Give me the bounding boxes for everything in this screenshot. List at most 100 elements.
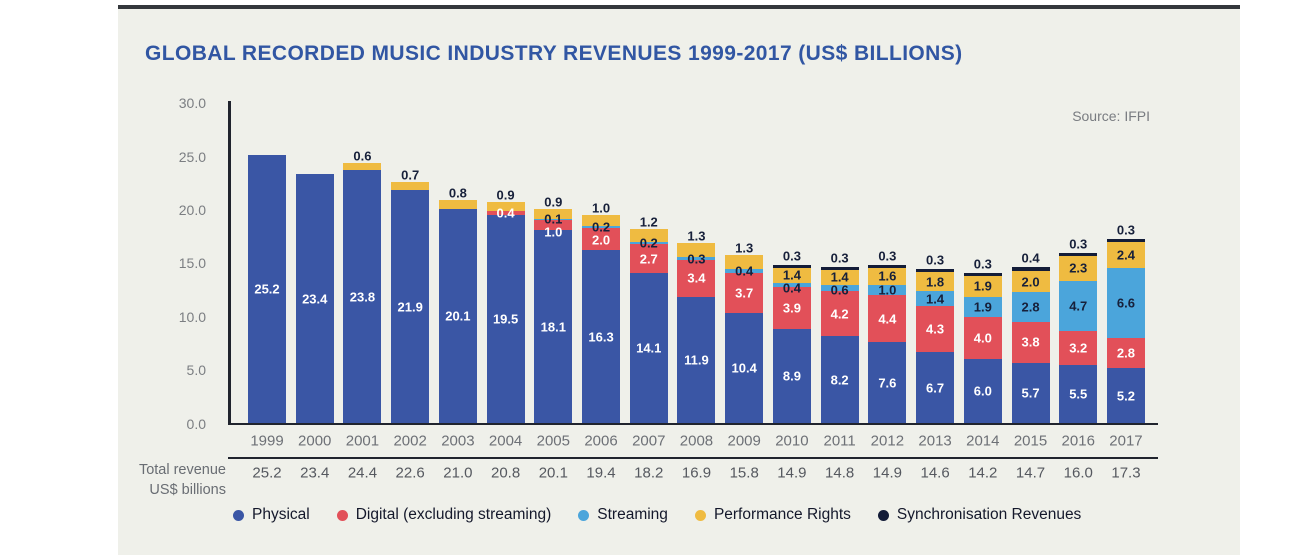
bar-segment-performance-rights-2017 [1106, 242, 1145, 268]
segment-value-label: 0.8 [448, 185, 467, 201]
total-value: 16.0 [1063, 464, 1093, 482]
x-tick-label: 2008 [679, 432, 714, 450]
segment-value-label: 0.3 [830, 250, 849, 266]
x-tick-label: 2009 [727, 432, 761, 450]
legend-item-performance-rights: Performance Rights [694, 506, 851, 524]
segment-value-label: 1.0 [878, 282, 897, 298]
segment-value-label: 2.4 [1116, 247, 1135, 263]
legend-item-label: Streaming [597, 506, 668, 523]
legend-item-label: Physical [252, 506, 310, 523]
segment-value-label: 0.6 [830, 282, 849, 298]
bar-segment-performance-rights-2005 [534, 209, 573, 219]
total-value: 18.2 [634, 464, 664, 482]
bar-segment-performance-rights-2003 [438, 200, 477, 210]
bar-segment-physical-2005 [534, 230, 573, 424]
legend-color-dot-icon [336, 509, 348, 521]
legend-item-label: Synchronisation Revenues [896, 506, 1082, 523]
bar-segment-digital-excluding-streaming-2012 [868, 295, 907, 343]
segment-value-label: 0.9 [544, 194, 563, 210]
bar-segment-synchronisation-revenues-2012 [868, 264, 907, 268]
bar-segment-streaming-2012 [868, 284, 907, 296]
bar-segment-performance-rights-2006 [582, 215, 621, 227]
x-tick-label: 2013 [918, 432, 952, 450]
bar-segment-physical-2004 [486, 215, 525, 424]
x-tick-label: 2016 [1061, 432, 1095, 450]
bar-segment-digital-excluding-streaming-2005 [534, 219, 573, 231]
segment-value-label: 1.9 [973, 278, 992, 294]
segment-value-label: 3.7 [735, 285, 754, 301]
segment-value-label: 2.0 [591, 232, 611, 248]
legend-item-digital-excluding-streaming: Digital (excluding streaming) [336, 506, 551, 524]
y-tick-label: 0.0 [186, 415, 206, 432]
total-value: 25.2 [252, 464, 282, 482]
segment-value-label: 5.2 [1116, 388, 1135, 404]
segment-value-label: 8.2 [830, 372, 849, 388]
segment-value-label: 0.3 [782, 248, 801, 264]
total-revenue-axis-label: Total revenue US$ billions [100, 461, 226, 500]
x-axis-line [228, 422, 1158, 425]
x-tick-label: 1999 [250, 432, 284, 450]
bar-segment-streaming-2011 [820, 284, 859, 292]
bar-segment-streaming-2015 [1011, 292, 1050, 323]
legend-item-streaming: Streaming [578, 506, 668, 524]
segment-value-label: 21.9 [397, 299, 423, 315]
bar-segment-physical-2013 [916, 352, 955, 424]
segment-value-label: 0.3 [926, 252, 945, 268]
bar-segment-streaming-2009 [725, 268, 764, 274]
y-axis-line [228, 101, 231, 424]
total-value: 14.8 [825, 464, 855, 482]
legend-color-dot-icon [877, 509, 889, 521]
bar-segment-performance-rights-2007 [629, 229, 668, 243]
bar-segment-streaming-2017 [1106, 267, 1145, 339]
bar-segment-physical-2010 [772, 328, 811, 424]
bar-segment-physical-1999 [248, 154, 286, 424]
x-tick-label: 2012 [870, 432, 905, 450]
segment-value-label: 1.8 [926, 274, 945, 290]
x-tick-label: 2017 [1109, 432, 1143, 450]
bar-segment-digital-excluding-streaming-2016 [1059, 330, 1098, 365]
bar-segment-synchronisation-revenues-2015 [1011, 266, 1050, 271]
bar-segment-performance-rights-2014 [963, 276, 1002, 297]
bar-segment-physical-2008 [677, 296, 716, 424]
bar-segment-synchronisation-revenues-2017 [1106, 238, 1145, 243]
segment-value-label: 3.9 [782, 300, 801, 316]
total-value: 14.7 [1015, 464, 1046, 482]
bar-segment-streaming-2005 [534, 218, 573, 220]
segment-value-label: 1.9 [973, 299, 992, 315]
segment-value-label: 6.6 [1116, 295, 1135, 311]
source-label: Source: IFPI [1072, 108, 1150, 124]
segment-value-label: 19.5 [492, 311, 519, 327]
bar-segment-digital-excluding-streaming-2007 [629, 244, 668, 274]
segment-value-label: 0.6 [353, 148, 372, 164]
segment-value-label: 3.2 [1069, 340, 1088, 356]
bar-segment-performance-rights-2008 [677, 243, 716, 258]
segment-value-label: 0.4 [735, 263, 754, 279]
chart-legend: Physical Digital (excluding streaming) Str… [233, 506, 1081, 524]
x-tick-label: 2004 [488, 432, 523, 450]
bar-segment-physical-2002 [391, 189, 430, 424]
bar-segment-digital-excluding-streaming-2009 [725, 273, 764, 313]
bar-segment-physical-2014 [963, 359, 1002, 424]
total-value: 14.2 [968, 464, 998, 482]
segment-value-label: 1.3 [687, 228, 706, 244]
bar-segment-performance-rights-2009 [725, 254, 764, 269]
total-value: 16.9 [681, 464, 712, 482]
segment-value-label: 1.0 [591, 200, 611, 216]
bar-segment-synchronisation-revenues-2013 [916, 268, 955, 272]
bar-segment-streaming-2014 [963, 296, 1002, 317]
bar-segment-streaming-2008 [677, 257, 716, 261]
segment-value-label: 6.0 [973, 383, 992, 399]
legend-item-physical: Physical [233, 506, 310, 524]
total-value: 14.9 [777, 464, 807, 482]
bar-segment-streaming-2010 [772, 282, 811, 287]
bar-segment-performance-rights-2011 [820, 269, 859, 285]
bar-segment-streaming-2006 [582, 226, 621, 229]
total-value: 21.0 [443, 464, 473, 482]
bar-segment-digital-excluding-streaming-2014 [963, 316, 1002, 360]
x-tick-label: 2015 [1013, 432, 1048, 450]
bar-segment-performance-rights-2012 [868, 267, 907, 285]
segment-value-label: 4.4 [878, 311, 897, 327]
segment-value-label: 4.0 [973, 330, 992, 346]
segment-value-label: 25.2 [254, 281, 280, 297]
